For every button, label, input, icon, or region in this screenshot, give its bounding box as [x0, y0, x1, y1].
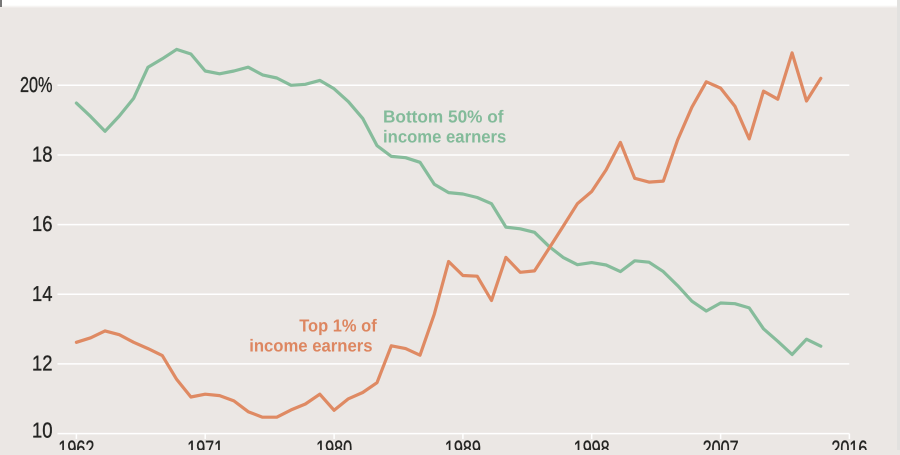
svg-text:1989: 1989	[445, 437, 481, 451]
svg-text:Top 1% of: Top 1% of	[299, 316, 377, 336]
svg-text:1998: 1998	[574, 437, 610, 451]
svg-text:12: 12	[32, 352, 53, 376]
svg-text:18: 18	[32, 143, 53, 167]
svg-text:2007: 2007	[703, 437, 739, 451]
svg-text:16: 16	[32, 212, 53, 236]
svg-text:1962: 1962	[58, 437, 94, 451]
svg-text:14: 14	[32, 282, 53, 306]
svg-text:income earners: income earners	[249, 336, 373, 356]
svg-text:Bottom 50% of: Bottom 50% of	[383, 107, 504, 127]
svg-text:2016: 2016	[831, 437, 867, 451]
svg-text:1980: 1980	[316, 437, 352, 451]
svg-text:20%: 20%	[20, 73, 53, 97]
svg-text:income earners: income earners	[383, 127, 507, 147]
svg-text:10: 10	[32, 419, 53, 443]
svg-text:1971: 1971	[187, 437, 223, 451]
